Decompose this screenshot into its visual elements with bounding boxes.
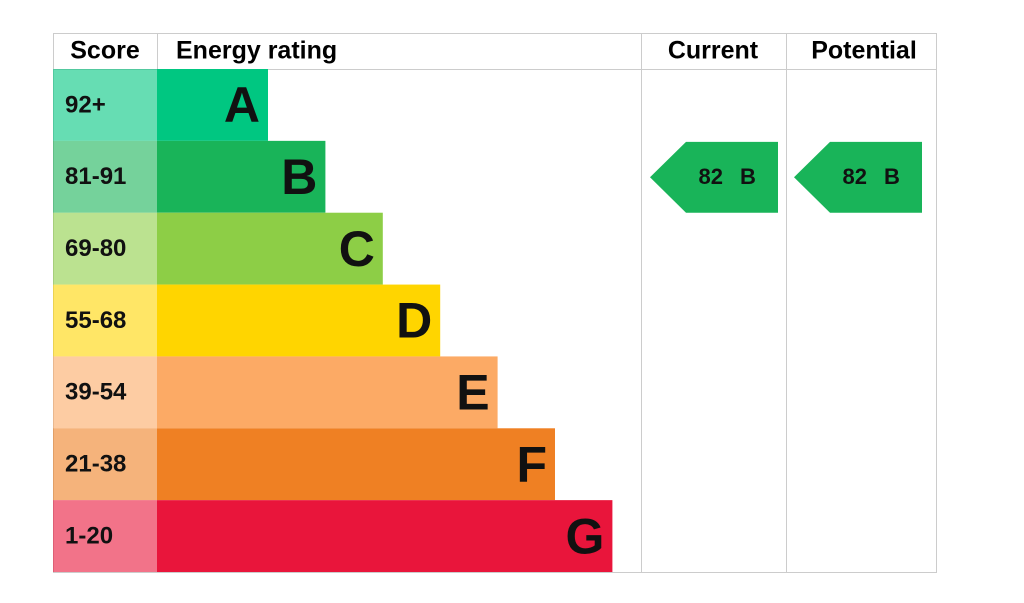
- potential-band: B: [884, 164, 900, 189]
- score-label: 21-38: [65, 451, 126, 478]
- score-label: 55-68: [65, 307, 126, 334]
- score-label: 81-91: [65, 163, 126, 190]
- score-cell: [53, 500, 157, 572]
- header-score: Score: [70, 37, 140, 65]
- band-bar: [157, 356, 498, 429]
- band-letter: A: [224, 77, 260, 133]
- band-bar: [157, 69, 268, 141]
- band-letter: F: [516, 436, 547, 492]
- score-label: 92+: [65, 91, 106, 118]
- score-cell: [53, 356, 157, 429]
- score-cell: [53, 69, 157, 141]
- current-arrow: [650, 141, 778, 213]
- band-letter: B: [281, 149, 317, 205]
- score-cell: [53, 140, 157, 213]
- band-letter: G: [565, 508, 604, 564]
- score-label: 39-54: [65, 379, 127, 406]
- band-bar: [157, 212, 383, 285]
- score-cell: [53, 212, 157, 285]
- band-letter: C: [339, 221, 375, 277]
- current-band: B: [740, 164, 756, 189]
- band-bar: [157, 500, 613, 572]
- header-current: Current: [668, 37, 759, 65]
- score-cell: [53, 428, 157, 501]
- band-bar: [157, 284, 441, 357]
- header-potential: Potential: [811, 37, 917, 65]
- band-letter: E: [456, 365, 489, 421]
- header-energy-rating: Energy rating: [176, 37, 337, 65]
- score-label: 69-80: [65, 235, 126, 262]
- band-bar: [157, 428, 555, 501]
- band-letter: D: [396, 293, 432, 349]
- score-label: 1-20: [65, 522, 113, 549]
- score-cell: [53, 284, 157, 357]
- potential-arrow: [794, 141, 922, 213]
- current-value: 82: [699, 164, 723, 189]
- band-bar: [157, 140, 326, 213]
- potential-value: 82: [843, 164, 867, 189]
